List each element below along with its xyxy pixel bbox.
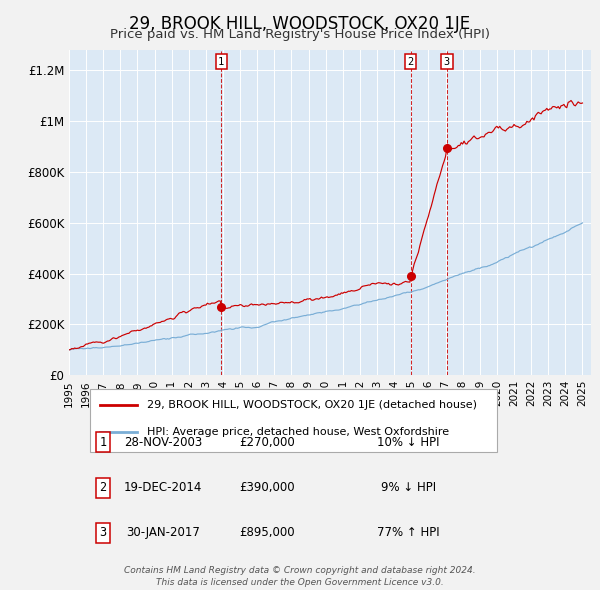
Text: 1: 1 [218, 57, 224, 67]
Text: 10% ↓ HPI: 10% ↓ HPI [377, 436, 440, 449]
Text: 9% ↓ HPI: 9% ↓ HPI [381, 481, 436, 494]
Text: Price paid vs. HM Land Registry's House Price Index (HPI): Price paid vs. HM Land Registry's House … [110, 28, 490, 41]
Text: 19-DEC-2014: 19-DEC-2014 [124, 481, 202, 494]
FancyBboxPatch shape [90, 389, 497, 452]
Text: 29, BROOK HILL, WOODSTOCK, OX20 1JE (detached house): 29, BROOK HILL, WOODSTOCK, OX20 1JE (det… [148, 400, 478, 410]
Text: 3: 3 [100, 526, 106, 539]
Text: £895,000: £895,000 [239, 526, 295, 539]
Text: 30-JAN-2017: 30-JAN-2017 [126, 526, 200, 539]
Text: 29, BROOK HILL, WOODSTOCK, OX20 1JE: 29, BROOK HILL, WOODSTOCK, OX20 1JE [130, 15, 470, 33]
Text: 1: 1 [100, 436, 106, 449]
Text: 2: 2 [407, 57, 414, 67]
Text: Contains HM Land Registry data © Crown copyright and database right 2024.
This d: Contains HM Land Registry data © Crown c… [124, 566, 476, 587]
Text: £390,000: £390,000 [239, 481, 295, 494]
Text: £270,000: £270,000 [239, 436, 295, 449]
Text: 28-NOV-2003: 28-NOV-2003 [124, 436, 202, 449]
Text: 2: 2 [100, 481, 106, 494]
Text: HPI: Average price, detached house, West Oxfordshire: HPI: Average price, detached house, West… [148, 427, 449, 437]
Text: 77% ↑ HPI: 77% ↑ HPI [377, 526, 440, 539]
Text: 3: 3 [444, 57, 450, 67]
